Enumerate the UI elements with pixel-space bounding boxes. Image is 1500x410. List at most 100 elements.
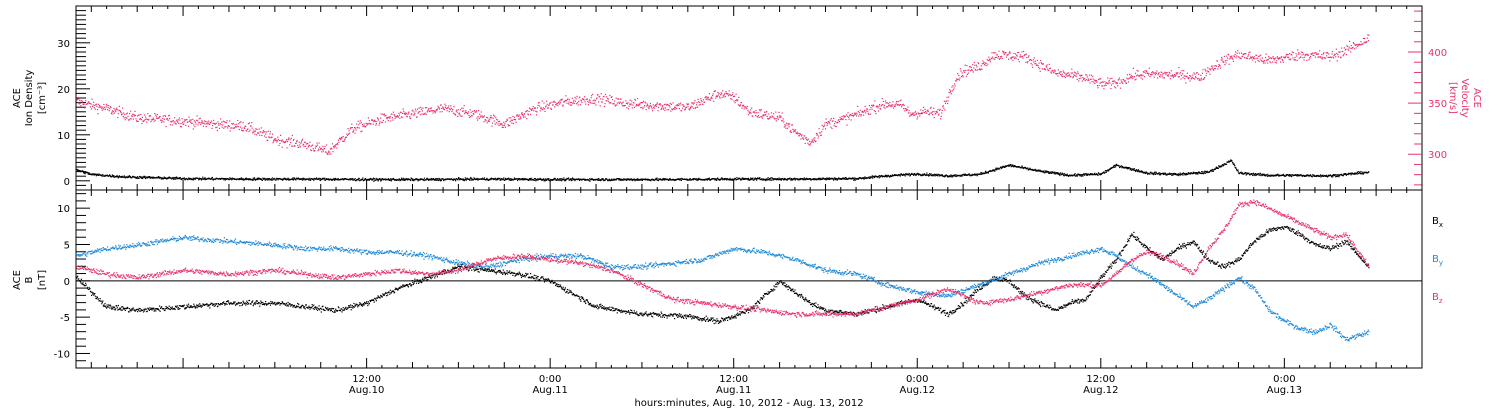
velocity-series-point	[687, 103, 690, 105]
velocity-series-point	[426, 111, 428, 113]
density-series-point	[771, 177, 773, 179]
velocity-series-point	[354, 132, 356, 134]
density-series-point	[417, 178, 420, 181]
density-series-point	[544, 180, 546, 182]
velocity-series-point	[304, 141, 306, 143]
density-series-point	[1196, 172, 1198, 174]
velocity-series-point	[1063, 75, 1065, 77]
density-series-point	[327, 178, 330, 180]
velocity-series-point	[468, 114, 470, 117]
density-series-point	[313, 179, 315, 181]
velocity-series-point	[972, 71, 974, 73]
velocity-series-point	[1257, 57, 1259, 59]
density-series-point	[415, 179, 417, 181]
velocity-series-point	[1170, 75, 1172, 77]
velocity-series-point	[824, 128, 827, 130]
density-series-point	[698, 177, 700, 179]
velocity-series-point	[1076, 78, 1078, 80]
velocity-series-point	[328, 153, 330, 155]
velocity-series-point	[698, 101, 700, 103]
velocity-series-point	[398, 112, 400, 114]
velocity-series-point	[280, 139, 282, 141]
density-series-point	[494, 178, 496, 180]
velocity-series-point	[504, 123, 506, 125]
velocity-series-point	[1162, 73, 1164, 75]
density-series-point	[660, 178, 662, 180]
velocity-series-point	[346, 133, 348, 135]
velocity-series-point	[314, 149, 316, 152]
velocity-series-point	[1333, 57, 1335, 59]
density-series-point	[272, 179, 274, 181]
velocity-series-point	[694, 107, 697, 109]
velocity-series-point	[1033, 57, 1035, 59]
velocity-series-point	[219, 123, 221, 125]
velocity-series-point	[867, 112, 869, 114]
velocity-series-point	[216, 126, 218, 128]
velocity-series-point	[919, 115, 921, 117]
density-series-point	[629, 178, 631, 180]
velocity-series-point	[292, 139, 294, 141]
velocity-series-point	[795, 129, 797, 131]
velocity-series-point	[926, 110, 928, 112]
density-series-point	[242, 179, 244, 181]
density-series-point	[1057, 173, 1059, 175]
velocity-series-point	[134, 110, 136, 112]
velocity-series-point	[1073, 71, 1076, 73]
velocity-series-point	[532, 105, 534, 108]
velocity-series-point	[1230, 57, 1232, 59]
density-series-point	[136, 177, 138, 179]
density-series-point	[1211, 170, 1213, 172]
velocity-series-point	[1328, 53, 1330, 55]
velocity-series-point	[1189, 80, 1191, 82]
velocity-series-point	[1337, 56, 1339, 58]
density-series-point	[1194, 172, 1196, 174]
velocity-series-point	[1326, 55, 1328, 57]
velocity-series-point	[365, 122, 367, 124]
density-series-point	[689, 178, 691, 180]
velocity-series-point	[773, 113, 775, 115]
velocity-series-point	[1269, 61, 1271, 63]
velocity-series-point	[742, 105, 744, 107]
density-series-point	[572, 178, 574, 180]
velocity-series-point	[947, 102, 949, 105]
density-series-point	[559, 178, 561, 180]
velocity-series-point	[1037, 65, 1039, 67]
velocity-series-point	[135, 118, 137, 120]
velocity-series-point	[377, 119, 380, 121]
velocity-series-point	[1013, 57, 1016, 59]
velocity-series-point	[1118, 78, 1120, 81]
velocity-series-point	[191, 122, 193, 124]
velocity-series-point	[542, 107, 544, 109]
velocity-series-point	[1070, 76, 1072, 78]
density-series-point	[785, 178, 787, 180]
velocity-series-point	[116, 107, 118, 109]
velocity-series-point	[510, 119, 512, 121]
velocity-series-point	[942, 106, 944, 108]
velocity-series-point	[1058, 72, 1061, 74]
velocity-series-point	[470, 116, 472, 118]
velocity-series-point	[429, 110, 431, 112]
velocity-series-point	[479, 116, 481, 118]
velocity-series-point	[1242, 56, 1244, 58]
velocity-series-point	[389, 117, 391, 119]
density-series-point	[889, 176, 891, 178]
velocity-series-point	[645, 102, 647, 104]
velocity-series-point	[1120, 79, 1122, 81]
velocity-series-point	[766, 115, 768, 117]
velocity-series-point	[1010, 58, 1012, 60]
density-series-point	[1118, 165, 1120, 167]
velocity-series-point	[977, 62, 979, 64]
velocity-series-point	[231, 123, 233, 125]
velocity-series-point	[804, 142, 806, 144]
density-series-point	[1029, 168, 1031, 171]
velocity-series-point	[935, 113, 937, 115]
velocity-series-point	[418, 107, 420, 109]
velocity-series-point	[435, 110, 437, 112]
density-series-point	[1103, 171, 1105, 173]
density-series-point	[571, 179, 573, 181]
velocity-series-point	[1016, 54, 1018, 56]
velocity-series-point	[805, 137, 807, 139]
velocity-series-point	[1061, 73, 1063, 75]
density-series-point	[113, 175, 115, 177]
